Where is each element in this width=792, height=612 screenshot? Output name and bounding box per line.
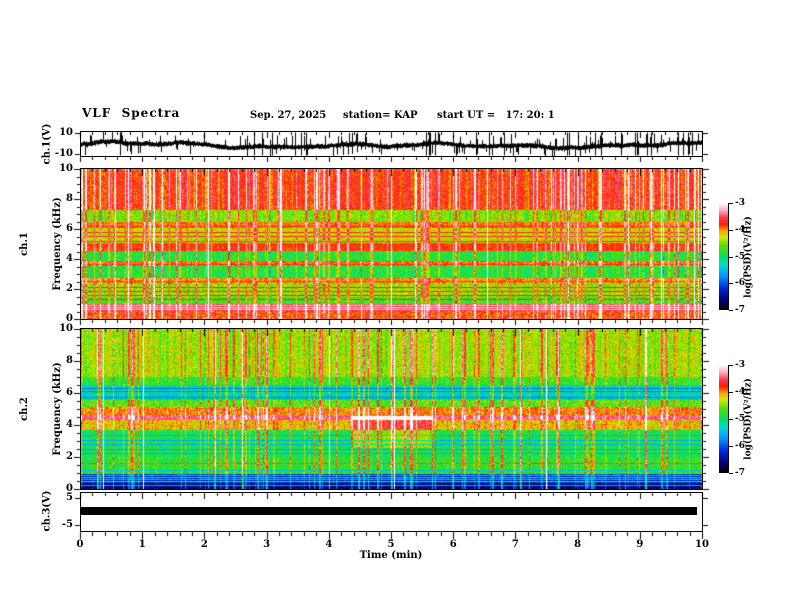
colorbar-tick-label: -4 xyxy=(735,225,745,235)
colorbar-ch1-label: log(PSD)(V²/Hz) xyxy=(743,216,754,298)
ch2-axis-frequency-units: Frequency (kHz) xyxy=(52,362,63,456)
plot-date: Sep. 27, 2025 xyxy=(250,110,327,121)
ch2-spectrogram xyxy=(81,329,702,489)
ch2-freq-tick-label: 2 xyxy=(66,451,73,462)
ch3-volt-tick-label: -5 xyxy=(61,519,73,530)
ch2-freq-tick-label: 4 xyxy=(66,419,73,430)
ch1-freq-tick-label: 10 xyxy=(59,163,73,174)
x-tick-label: 3 xyxy=(263,539,271,550)
colorbar-tick-dash xyxy=(729,446,733,447)
ch1-waveform-plot xyxy=(81,132,702,156)
ch1-volt-tick-label: -10 xyxy=(54,148,73,159)
x-tick-label: 4 xyxy=(325,539,333,550)
ch2-freq-tick-label: 6 xyxy=(66,387,73,398)
ch2-axis-channel-label: ch.2 xyxy=(19,397,30,421)
x-tick-label: 10 xyxy=(695,539,709,550)
ch2-freq-tick-label: 8 xyxy=(66,355,73,366)
ch2-spectrogram-panel xyxy=(80,328,703,490)
colorbar-ch2 xyxy=(719,365,729,473)
x-tick-label: 8 xyxy=(574,539,582,550)
x-tick-label: 2 xyxy=(200,539,208,550)
ch1-freq-tick-label: 8 xyxy=(66,193,73,204)
colorbar-tick-label: -7 xyxy=(735,305,745,315)
x-axis-title: Time (min) xyxy=(359,550,423,561)
ch2-freq-tick-label: 10 xyxy=(59,323,73,334)
colorbar-tick-label: -5 xyxy=(735,414,745,424)
x-tick-label: 0 xyxy=(76,539,84,550)
ch1-spectrogram-panel xyxy=(80,168,703,320)
colorbar-tick-dash xyxy=(729,257,733,258)
ch1-freq-tick-label: 6 xyxy=(66,223,73,234)
colorbar-tick-label: -6 xyxy=(735,441,745,451)
colorbar-tick-dash xyxy=(729,473,733,474)
x-tick-label: 1 xyxy=(138,539,146,550)
colorbar-tick-dash xyxy=(729,230,733,231)
colorbar-tick-dash xyxy=(729,203,733,204)
ch2-frequency-axis-label: ch.2 Frequency (kHz) xyxy=(0,362,85,455)
colorbar-tick-dash xyxy=(729,283,733,284)
x-tick-label: 5 xyxy=(387,539,395,550)
ch1-frequency-axis-label: ch.1 Frequency (kHz) xyxy=(0,197,85,290)
ch1-axis-channel-label: ch.1 xyxy=(19,232,30,256)
ch1-freq-tick-label: 4 xyxy=(66,253,73,264)
colorbar-tick-label: -3 xyxy=(735,360,745,370)
colorbar-tick-label: -3 xyxy=(735,198,745,208)
colorbar-tick-label: -6 xyxy=(735,278,745,288)
x-tick-label: 9 xyxy=(636,539,644,550)
colorbar-tick-label: -4 xyxy=(735,387,745,397)
ch3-signal-bar xyxy=(81,507,697,515)
station-label: station= KAP xyxy=(343,110,418,121)
x-tick-label: 7 xyxy=(511,539,519,550)
colorbar-tick-dash xyxy=(729,419,733,420)
ch1-spectrogram xyxy=(81,169,702,319)
ch1-volt-tick-label: 10 xyxy=(59,127,73,138)
ch1-axis-frequency-units: Frequency (kHz) xyxy=(52,197,63,291)
colorbar-tick-label: -7 xyxy=(735,468,745,478)
colorbar-tick-dash xyxy=(729,392,733,393)
colorbar-ch1 xyxy=(719,203,729,310)
ch1-waveform-panel xyxy=(80,131,703,157)
plot-title: VLF Spectra xyxy=(82,106,181,120)
colorbar-tick-label: -5 xyxy=(735,252,745,262)
colorbar-tick-dash xyxy=(729,365,733,366)
colorbar-tick-dash xyxy=(729,310,733,311)
colorbar-ch2-label: log(PSD)(V²/Hz) xyxy=(743,378,754,460)
ch3-volt-tick-label: 5 xyxy=(66,492,73,503)
start-ut-label: start UT = 17: 20: 1 xyxy=(437,110,555,121)
x-tick-label: 6 xyxy=(449,539,457,550)
ch3-waveform-panel xyxy=(80,492,703,532)
ch1-freq-tick-label: 2 xyxy=(66,283,73,294)
